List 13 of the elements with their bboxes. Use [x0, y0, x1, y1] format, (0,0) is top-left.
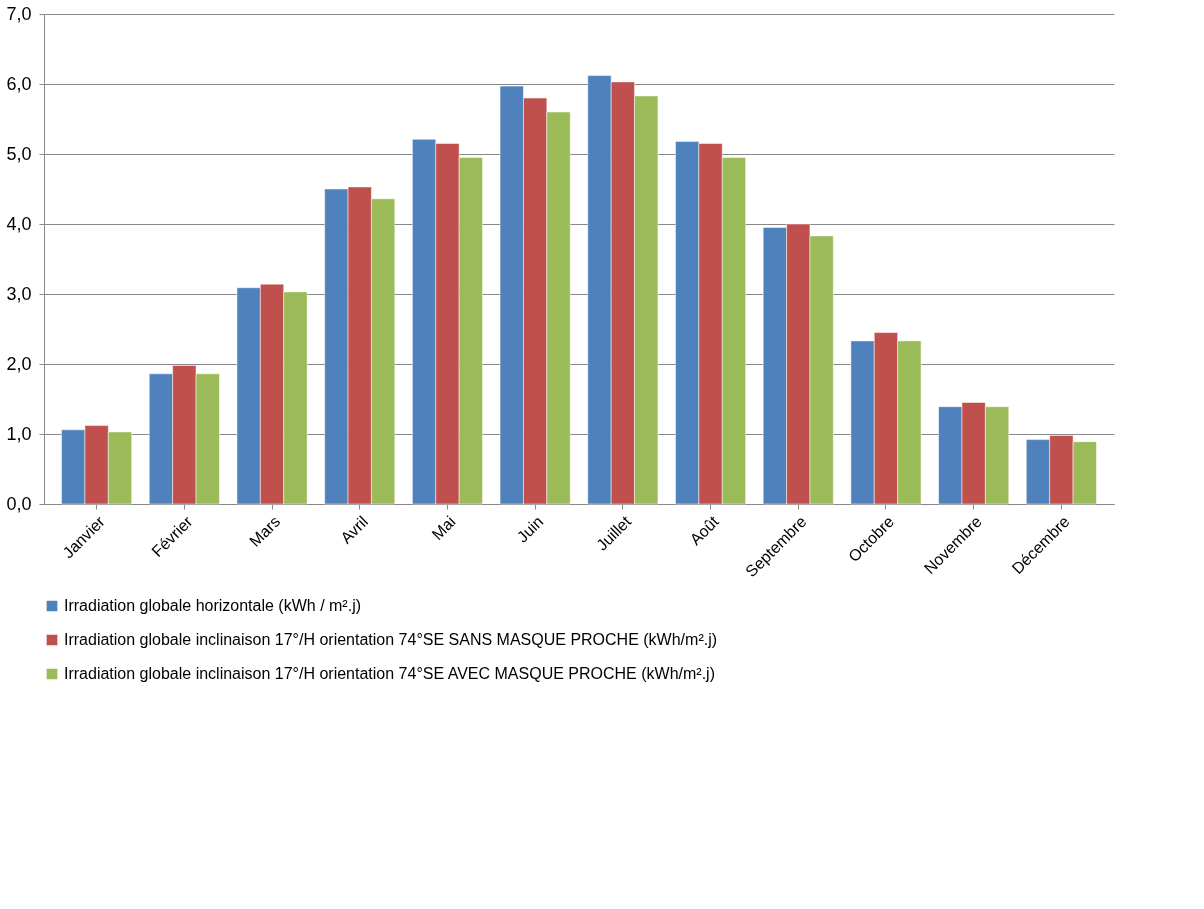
legend-label: Irradiation globale horizontale (kWh / m².j)	[64, 597, 362, 614]
y-tick-label: 5,0	[6, 143, 32, 164]
y-tick-label: 6,0	[6, 73, 32, 94]
y-tick-label: 2,0	[6, 353, 32, 374]
legend-label: Irradiation globale inclinaison 17°/H orientation 74°SE AVEC MASQUE PROCHE (kWh/m².j)	[64, 665, 715, 682]
legend-label: Irradiation globale inclinaison 17°/H orientation 74°SE SANS MASQUE PROCHE (kWh/m².j)	[64, 631, 718, 648]
y-tick-label: 1,0	[6, 423, 32, 444]
y-tick-label: 4,0	[6, 213, 32, 234]
x-tick-label: Juin	[513, 512, 547, 546]
y-tick-label: 3,0	[6, 283, 32, 304]
y-tick-label: 7,0	[6, 3, 32, 24]
x-tick-label: Mai	[428, 512, 459, 544]
y-tick-label: 0,0	[6, 493, 32, 514]
